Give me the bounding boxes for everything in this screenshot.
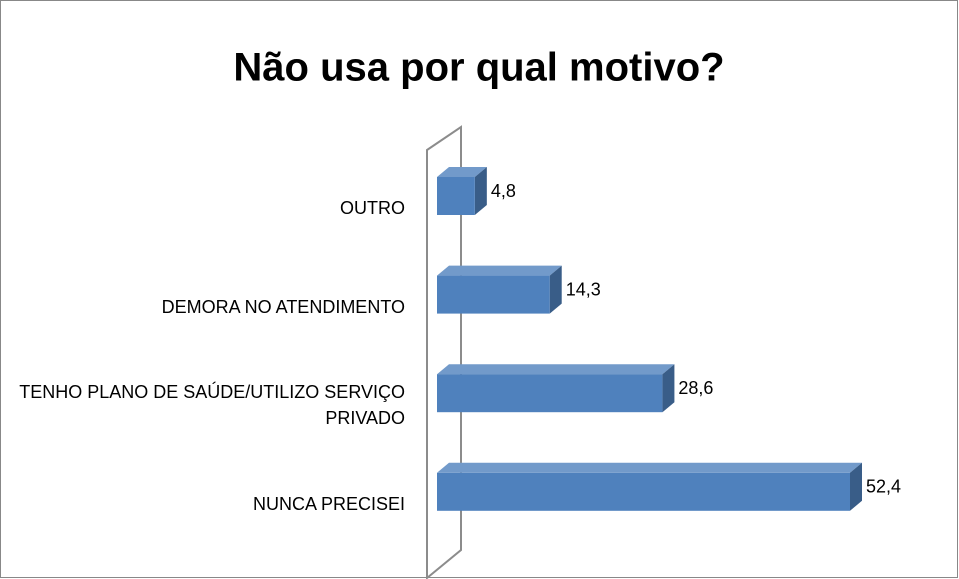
value-label: 4,8 bbox=[491, 181, 516, 201]
chart-title: Não usa por qual motivo? bbox=[233, 46, 724, 90]
bar-side bbox=[474, 167, 487, 215]
bar-top bbox=[437, 167, 487, 177]
bar-side bbox=[662, 364, 675, 413]
category-label: DEMORA NO ATENDIMENTO bbox=[161, 296, 405, 317]
bar bbox=[437, 374, 663, 413]
category-label: OUTRO bbox=[340, 198, 405, 218]
bar-top bbox=[437, 462, 862, 473]
bar-side bbox=[850, 462, 862, 511]
category-label: NUNCA PRECISEI bbox=[252, 493, 405, 514]
value-label: 52,4 bbox=[866, 477, 901, 497]
bar-top bbox=[437, 364, 675, 375]
bar bbox=[437, 472, 850, 511]
bar bbox=[437, 275, 550, 314]
value-label: 14,3 bbox=[566, 279, 601, 299]
bar-side bbox=[549, 265, 562, 314]
category-label: TENHO PLANO DE SAÚDE/UTILIZO SERVIÇO PRI… bbox=[19, 382, 405, 429]
bar-top bbox=[437, 265, 562, 276]
value-label: 28,6 bbox=[678, 378, 713, 398]
bar bbox=[437, 177, 475, 215]
